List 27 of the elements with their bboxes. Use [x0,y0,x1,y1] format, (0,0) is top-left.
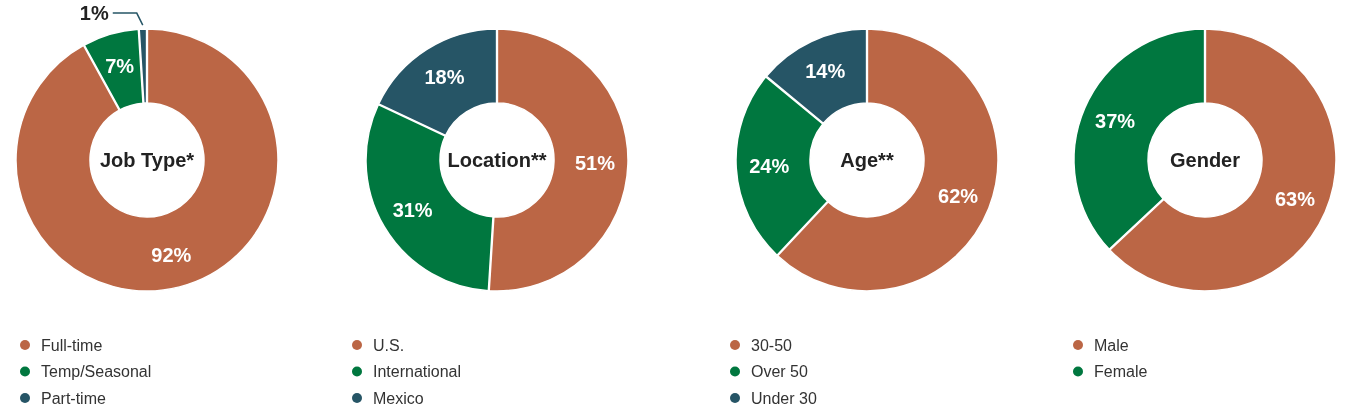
legend-label: International [373,363,462,380]
text: Location** [447,149,547,171]
data-label: 37% [1095,110,1136,133]
legend-label: Male [1094,336,1129,354]
data-label: 62% [938,185,979,208]
data-label: 7% [105,54,135,77]
data-label: 63% [1274,187,1316,210]
data-label: 92% [151,243,192,266]
legend-label: Over 50 [751,363,809,380]
data-label: 51% [574,152,616,175]
legend-label: Mexico [373,389,424,407]
data-label: 31% [392,198,433,221]
legend-label: Full-time [41,336,103,354]
data-label: 1% [79,2,109,25]
legend-label: Female [1094,363,1148,380]
legend-label: U.S. [373,336,405,354]
legend-label: Under 30 [751,389,817,407]
text: Job Type* [99,149,195,171]
donut-slice [15,28,279,292]
data-label: 18% [424,66,465,89]
text: Gender [1169,149,1241,171]
legend-label: 30-50 [751,336,793,354]
text: Age** [840,149,894,171]
legend-label: Temp/Seasonal [41,363,152,380]
data-label: 14% [805,60,846,83]
legend-label: Part-time [41,389,106,407]
data-label: 24% [749,155,790,178]
